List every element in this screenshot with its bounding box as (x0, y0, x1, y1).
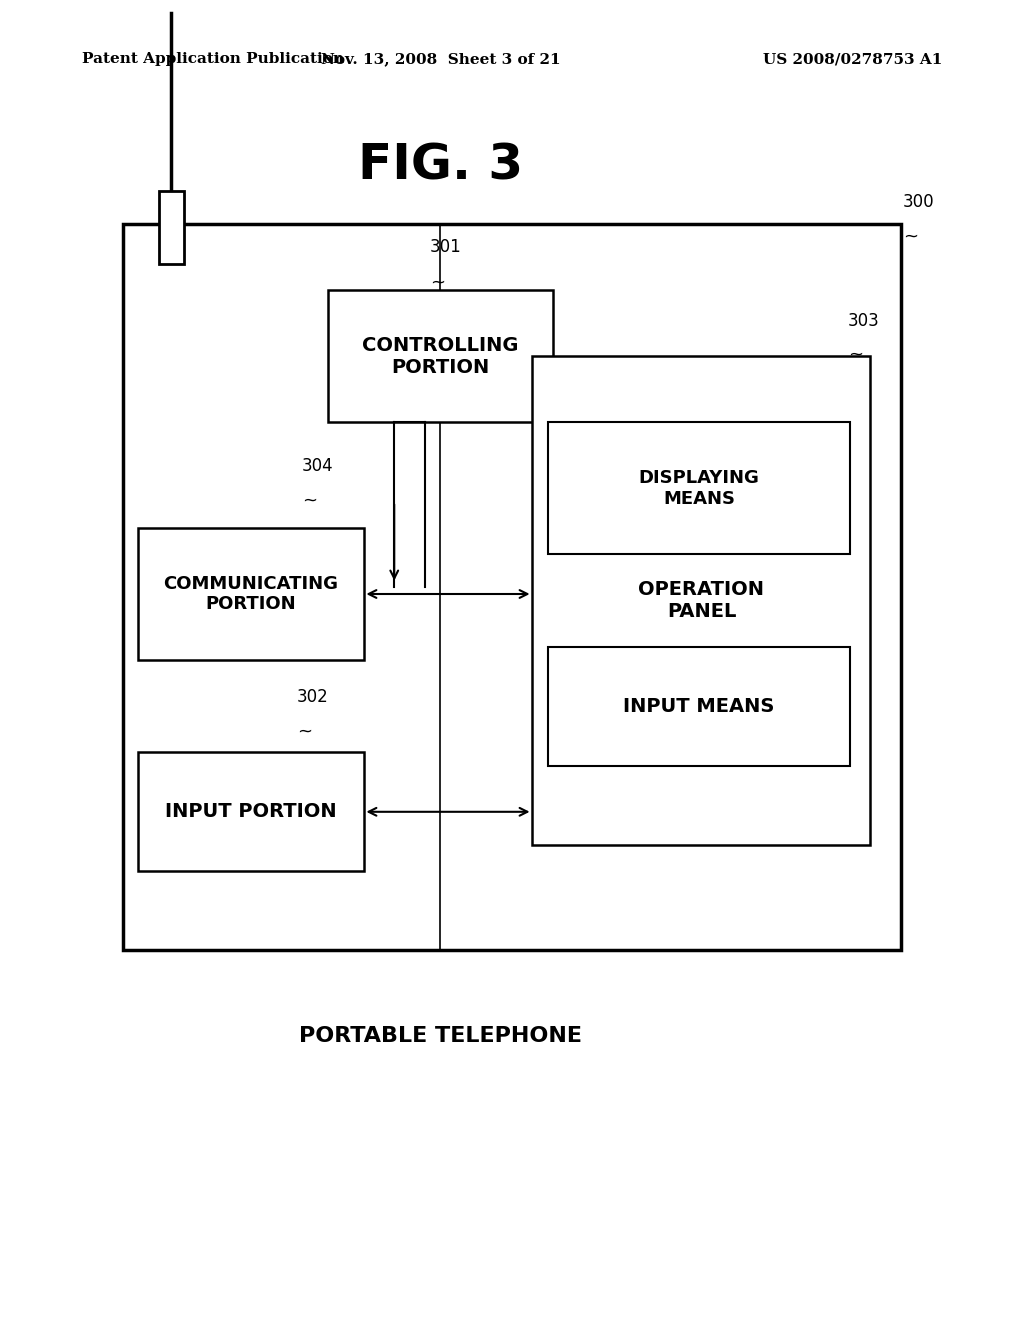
Text: Nov. 13, 2008  Sheet 3 of 21: Nov. 13, 2008 Sheet 3 of 21 (321, 53, 560, 66)
Text: INPUT MEANS: INPUT MEANS (624, 697, 774, 715)
Text: 304: 304 (302, 457, 334, 475)
Text: CONTROLLING
PORTION: CONTROLLING PORTION (362, 335, 518, 378)
FancyBboxPatch shape (548, 647, 850, 766)
Text: PORTABLE TELEPHONE: PORTABLE TELEPHONE (299, 1026, 582, 1047)
Text: ~: ~ (297, 722, 312, 741)
FancyBboxPatch shape (328, 290, 553, 422)
FancyBboxPatch shape (159, 191, 184, 264)
FancyBboxPatch shape (123, 224, 901, 950)
Text: ~: ~ (430, 273, 445, 292)
Text: Patent Application Publication: Patent Application Publication (82, 53, 344, 66)
FancyBboxPatch shape (138, 528, 364, 660)
Text: 303: 303 (848, 312, 880, 330)
Text: DISPLAYING
MEANS: DISPLAYING MEANS (638, 469, 760, 508)
Text: OPERATION
PANEL: OPERATION PANEL (638, 579, 765, 622)
Text: COMMUNICATING
PORTION: COMMUNICATING PORTION (164, 574, 338, 614)
Text: ~: ~ (848, 346, 863, 364)
Text: INPUT PORTION: INPUT PORTION (165, 803, 337, 821)
FancyBboxPatch shape (548, 422, 850, 554)
Text: 302: 302 (297, 688, 329, 706)
Text: ~: ~ (903, 227, 919, 246)
Text: FIG. 3: FIG. 3 (357, 141, 523, 189)
Text: 301: 301 (430, 238, 462, 256)
Text: US 2008/0278753 A1: US 2008/0278753 A1 (763, 53, 942, 66)
FancyBboxPatch shape (138, 752, 364, 871)
Text: ~: ~ (302, 491, 317, 510)
Text: 300: 300 (903, 193, 935, 211)
FancyBboxPatch shape (532, 356, 870, 845)
